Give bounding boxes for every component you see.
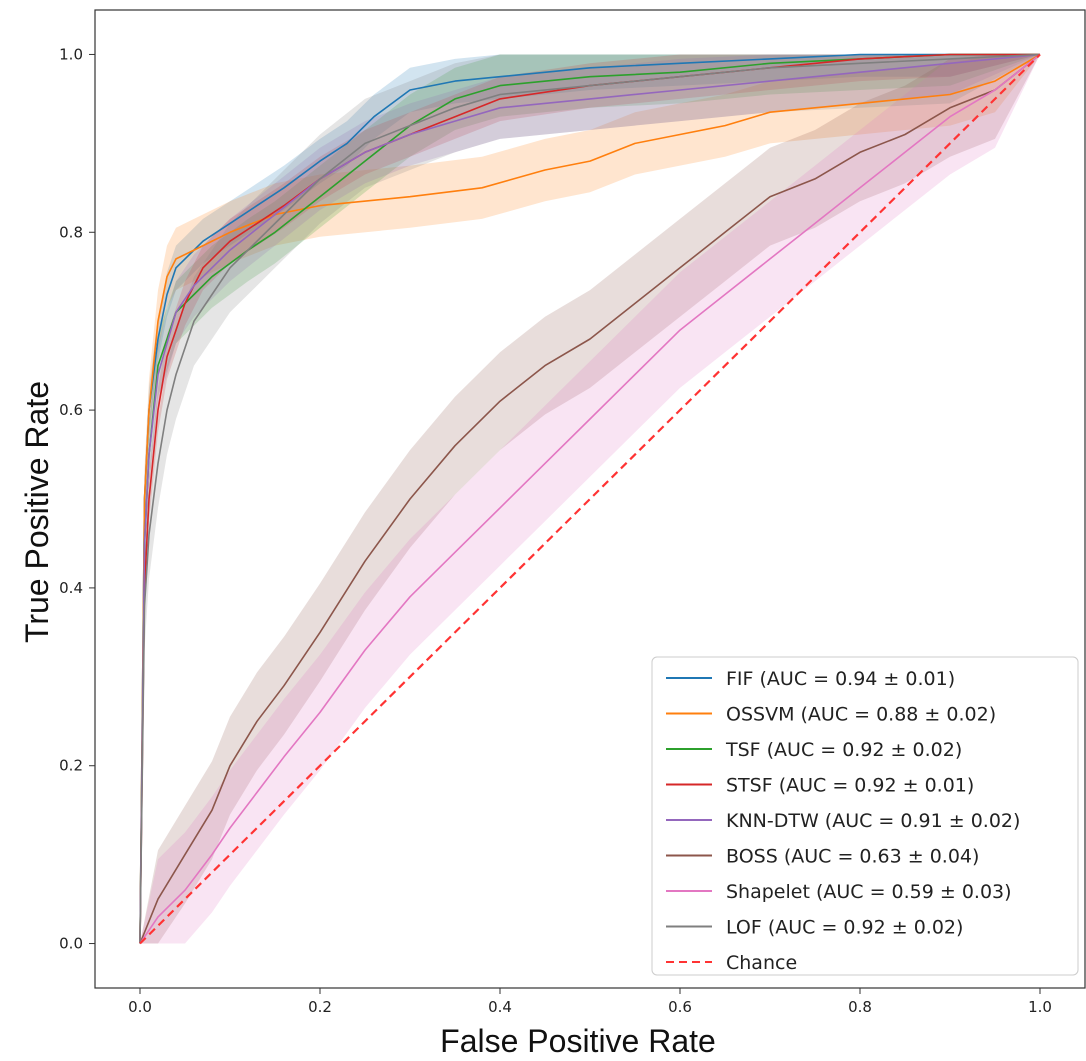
legend-label-shapelet: Shapelet (AUC = 0.59 ± 0.03): [726, 881, 1012, 903]
y-tick-label-2: 0.4: [59, 579, 83, 597]
x-tick-label-0: 0.0: [128, 998, 152, 1016]
y-tick-label-5: 1.0: [59, 45, 83, 63]
legend-label-chance: Chance: [726, 952, 797, 974]
y-tick-label-1: 0.2: [59, 757, 83, 775]
boss-line: [139, 53, 1041, 944]
legend-box: [651, 656, 1079, 976]
x-axis-ticks: 0.0 0.2 0.4 0.6 0.8 1.0: [128, 988, 1052, 1016]
y-tick-label-0: 0.0: [59, 935, 83, 953]
x-tick-label-3: 0.6: [668, 998, 692, 1016]
y-axis-label: True Positive Rate: [19, 381, 55, 643]
y-tick-label-4: 0.8: [59, 223, 83, 241]
x-tick-label-1: 0.2: [308, 998, 332, 1016]
x-tick-label-2: 0.4: [488, 998, 512, 1016]
x-tick-label-5: 1.0: [1028, 998, 1052, 1016]
legend-label-fif: FIF (AUC = 0.94 ± 0.01): [726, 668, 955, 690]
legend-label-stsf: STSF (AUC = 0.92 ± 0.01): [726, 775, 974, 797]
series-lines: [139, 53, 1041, 945]
tsf-line: [139, 53, 1040, 944]
y-axis-ticks: 0.0 0.2 0.4 0.6 0.8 1.0: [59, 45, 95, 953]
ossvm-line: [139, 53, 1041, 944]
x-tick-label-4: 0.8: [848, 998, 872, 1016]
legend-label-lof: LOF (AUC = 0.92 ± 0.02): [726, 917, 963, 939]
plot-frame: [94, 9, 1086, 989]
shapelet-band: [140, 54, 1040, 944]
fif-line: [139, 53, 1040, 944]
knn-dtw-line: [139, 53, 1041, 944]
legend-label-tsf: TSF (AUC = 0.92 ± 0.02): [725, 739, 962, 761]
x-axis-label: False Positive Rate: [440, 1023, 716, 1059]
legend-label-ossvm: OSSVM (AUC = 0.88 ± 0.02): [726, 704, 996, 726]
y-tick-label-3: 0.6: [59, 401, 83, 419]
shapelet-line: [139, 53, 1041, 944]
legend-label-boss: BOSS (AUC = 0.63 ± 0.04): [726, 846, 979, 868]
legend: FIF (AUC = 0.94 ± 0.01) OSSVM (AUC = 0.88…: [651, 656, 1079, 976]
lof-line: [139, 53, 1041, 944]
chance-line: [139, 53, 1041, 945]
legend-label-knn-dtw: KNN-DTW (AUC = 0.91 ± 0.02): [726, 810, 1020, 832]
